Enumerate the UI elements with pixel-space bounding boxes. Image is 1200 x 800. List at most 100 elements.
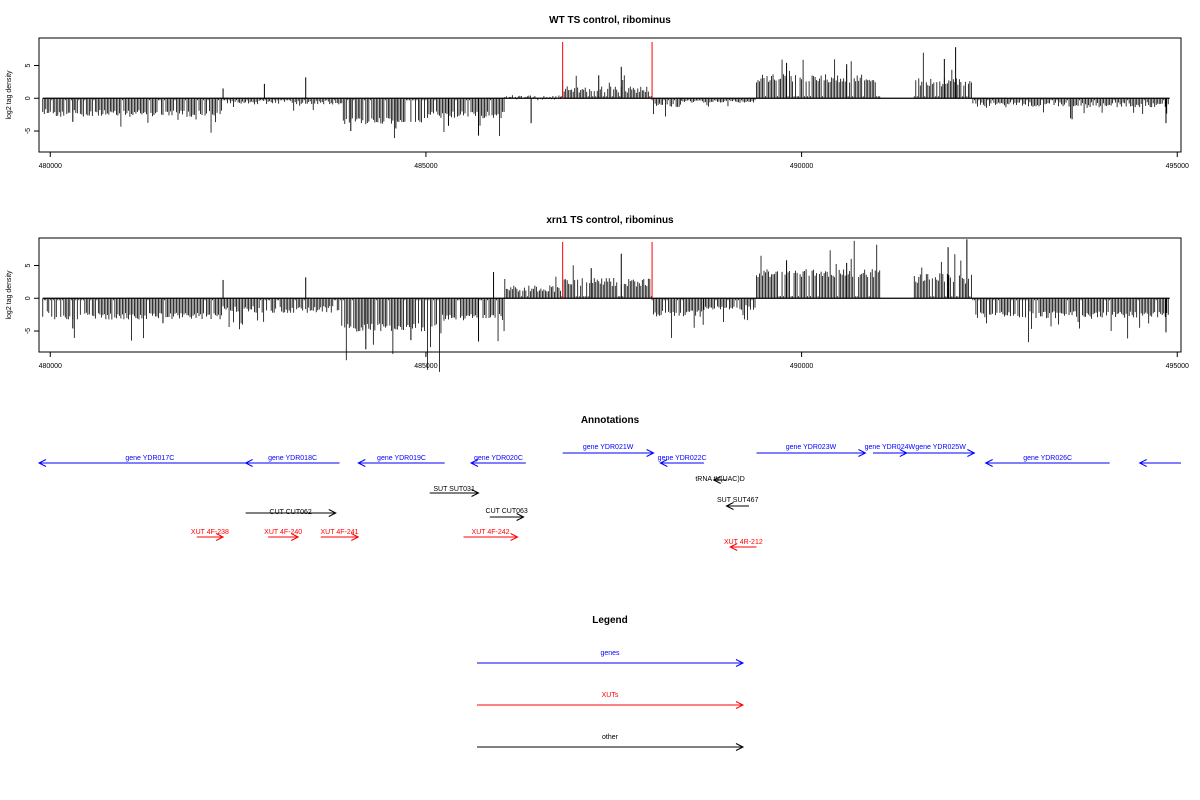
xrn1-y-axis: -5 0 5 <box>25 263 40 334</box>
annotation-feature: gene YDR023W <box>756 444 867 457</box>
xrn1-plot-frame <box>38 237 1182 353</box>
x-tick-label: 485000 <box>414 163 437 170</box>
annotation-feature: gene YDR025W <box>906 444 976 457</box>
wt-ylabel: log2 tag density <box>6 70 13 120</box>
annotation-label: CUT CUT063 <box>486 508 528 515</box>
y-tick-label: 0 <box>25 296 32 300</box>
legend-arrow-head <box>735 701 745 709</box>
annotation-label: XUT 4F-242 <box>472 529 510 536</box>
x-tick-label: 495000 <box>1166 163 1189 170</box>
annotation-label: gene YDR017C <box>125 455 174 462</box>
x-tick-label: 485000 <box>414 363 437 370</box>
xrn1-red-markers <box>562 242 653 299</box>
annotation-feature <box>1138 459 1181 467</box>
legend: Legend genes XUTs other <box>477 615 745 751</box>
legend-arrow-head <box>735 659 745 667</box>
annotation-arrow-head <box>471 489 480 497</box>
annotations-track: Annotations gene YDR017C gene YDR018C gene… <box>37 415 1181 551</box>
annotation-label: gene YDR025W <box>915 444 966 451</box>
annotation-label: SUT SUT031 <box>433 486 475 493</box>
x-tick-label: 480000 <box>39 363 62 370</box>
annotation-arrow-head <box>659 459 668 467</box>
annotation-feature: gene YDR017C <box>37 455 261 467</box>
annotation-feature: gene YDR018C <box>244 455 340 467</box>
xrn1-x-axis: 480000 485000 490000 495000 <box>39 351 1189 370</box>
annotation-feature: CUT CUT063 <box>486 508 528 521</box>
annotation-label: XUT 4R-212 <box>724 539 763 546</box>
annotation-feature: XUT 4F-242 <box>463 529 519 541</box>
wt-x-axis: 480000 485000 490000 495000 <box>39 151 1189 170</box>
legend-label: genes <box>600 650 620 657</box>
wt-red-markers <box>562 42 653 99</box>
legend-arrow-head <box>735 743 745 751</box>
y-tick-label: 0 <box>25 96 32 100</box>
wt-y-axis: -5 0 5 <box>25 63 40 134</box>
wt-panel-title: WT TS control, ribominus <box>549 15 671 26</box>
annotation-label: XUT 4F-241 <box>321 529 359 536</box>
annotation-feature: CUT CUT062 <box>245 509 337 517</box>
annotation-arrow-head <box>984 459 993 467</box>
xrn1-panel-title: xrn1 TS control, ribominus <box>546 215 674 226</box>
annotation-feature: XUT 4R-212 <box>724 539 763 551</box>
annotation-arrow-head <box>729 543 738 551</box>
annotation-feature: XUT 4F-238 <box>191 529 229 541</box>
annotation-arrow-head <box>712 476 721 484</box>
wt-profile-panel: WT TS control, ribominus log2 tag densit… <box>6 15 1189 170</box>
annotation-label: XUT 4F-240 <box>264 529 302 536</box>
annotation-arrow-head <box>646 449 655 457</box>
annotation-label: gene YDR022C <box>658 455 707 462</box>
legend-label: other <box>602 734 619 741</box>
wt-bars <box>42 47 1170 139</box>
annotation-arrow-head <box>510 533 519 541</box>
x-tick-label: 480000 <box>39 163 62 170</box>
annotation-feature: gene YDR024W <box>865 444 915 457</box>
annotation-feature: XUT 4F-240 <box>264 529 302 541</box>
annotation-arrow-head <box>215 533 225 541</box>
annotation-arrow-head <box>967 449 976 457</box>
annotation-label: gene YDR021W <box>583 444 634 451</box>
legend-entry: other <box>477 734 745 751</box>
annotation-label: gene YDR019C <box>377 455 426 462</box>
annotation-label: gene YDR023W <box>786 444 837 451</box>
y-tick-label: 5 <box>25 63 32 67</box>
annotation-arrow-head <box>351 533 360 541</box>
x-tick-label: 495000 <box>1166 363 1189 370</box>
annotation-feature: tRNA tV(UAC)D <box>695 476 745 484</box>
xrn1-profile-panel: xrn1 TS control, ribominus log2 tag dens… <box>6 215 1189 372</box>
annotation-label: XUT 4F-238 <box>191 529 229 536</box>
annotation-feature: gene YDR026C <box>984 455 1110 467</box>
x-tick-label: 490000 <box>790 163 813 170</box>
annotation-arrow-head <box>469 459 479 467</box>
legend-title: Legend <box>592 615 628 626</box>
annotation-arrow-head <box>516 513 525 521</box>
annotation-label: gene YDR020C <box>474 455 523 462</box>
annotation-arrow-head <box>37 459 47 467</box>
y-tick-label: -5 <box>25 328 32 334</box>
xrn1-ylabel: log2 tag density <box>6 270 13 320</box>
annotation-feature: gene YDR019C <box>357 455 445 467</box>
annotation-label: SUT SUT467 <box>717 497 759 504</box>
x-tick-label: 490000 <box>790 363 813 370</box>
annotation-arrow-head <box>725 502 734 510</box>
annotation-label: gene YDR026C <box>1023 455 1072 462</box>
annotation-arrow-head <box>244 459 253 467</box>
legend-entry: XUTs <box>477 692 745 709</box>
y-tick-label: 5 <box>25 263 32 267</box>
annotation-arrow-head <box>328 509 337 517</box>
annotation-feature: SUT SUT467 <box>717 497 759 510</box>
annotation-feature: gene YDR020C <box>469 455 526 467</box>
annotation-feature: XUT 4F-241 <box>321 529 360 541</box>
annotation-arrow-head <box>858 449 867 457</box>
xrn1-bars <box>42 239 1170 372</box>
annotation-arrow-head <box>290 533 300 541</box>
legend-entry: genes <box>477 650 745 667</box>
annotation-label: CUT CUT062 <box>270 509 312 516</box>
y-tick-label: -5 <box>25 128 32 134</box>
legend-label: XUTs <box>602 692 619 699</box>
annotation-feature: gene YDR021W <box>562 444 655 457</box>
annotation-feature: gene YDR022C <box>658 455 707 467</box>
annotation-feature: SUT SUT031 <box>429 486 480 497</box>
annotation-label: tRNA tV(UAC)D <box>695 476 744 483</box>
annotations-title: Annotations <box>581 415 640 426</box>
